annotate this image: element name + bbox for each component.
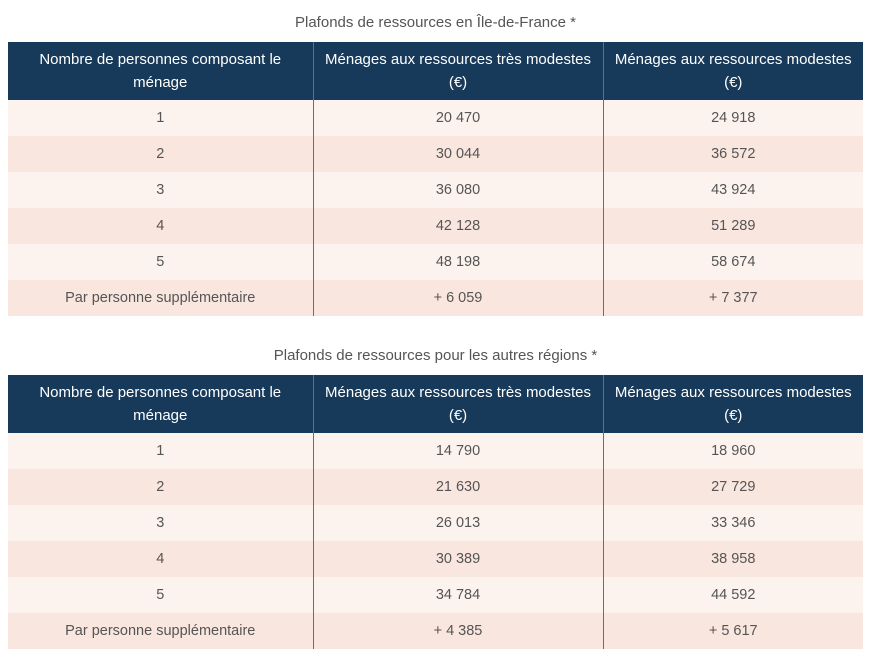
cell-household-size: 4	[8, 208, 313, 244]
cell-modest: 43 924	[602, 172, 863, 208]
cell-very-modest: 34 784	[312, 577, 603, 613]
cell-modest: 36 572	[602, 136, 863, 172]
table-row: 1 14 790 18 960	[8, 433, 863, 469]
table-body: 1 14 790 18 960 2 21 630 27 729 3 26 013…	[8, 433, 863, 649]
cell-very-modest: 26 013	[312, 505, 603, 541]
header-row: Nombre de personnes composant le ménage …	[8, 42, 863, 100]
table-body: 1 20 470 24 918 2 30 044 36 572 3 36 080…	[8, 100, 863, 316]
column-header-very-modest: Ménages aux ressources très modestes (€)	[312, 375, 603, 433]
income-ceiling-table-other-regions: Nombre de personnes composant le ménage …	[8, 375, 863, 649]
cell-very-modest: 48 198	[312, 244, 603, 280]
column-header-household-size: Nombre de personnes composant le ménage	[8, 42, 313, 100]
cell-modest: 44 592	[602, 577, 863, 613]
cell-modest: + 5 617	[602, 613, 863, 649]
table-section-ile-de-france: Plafonds de ressources en Île-de-France …	[8, 0, 863, 316]
table-row: 4 42 128 51 289	[8, 208, 863, 244]
table-row: 4 30 389 38 958	[8, 541, 863, 577]
cell-modest: 24 918	[602, 100, 863, 136]
cell-very-modest: 30 389	[312, 541, 603, 577]
cell-very-modest: 36 080	[312, 172, 603, 208]
cell-very-modest: 30 044	[312, 136, 603, 172]
cell-household-size: 2	[8, 469, 313, 505]
cell-very-modest: + 6 059	[312, 280, 603, 316]
column-header-very-modest: Ménages aux ressources très modestes (€)	[312, 42, 603, 100]
cell-very-modest: 14 790	[312, 433, 603, 469]
income-ceiling-table-ile-de-france: Nombre de personnes composant le ménage …	[8, 42, 863, 316]
table-row: 5 48 198 58 674	[8, 244, 863, 280]
cell-household-size: 5	[8, 577, 313, 613]
cell-very-modest: + 4 385	[312, 613, 603, 649]
cell-household-size: 1	[8, 100, 313, 136]
cell-household-size: 4	[8, 541, 313, 577]
table-caption: Plafonds de ressources pour les autres r…	[273, 347, 598, 364]
table-row: 3 36 080 43 924	[8, 172, 863, 208]
table-section-other-regions: Plafonds de ressources pour les autres r…	[8, 333, 863, 649]
cell-modest: + 7 377	[602, 280, 863, 316]
column-header-household-size: Nombre de personnes composant le ménage	[8, 375, 313, 433]
cell-household-size: 3	[8, 172, 313, 208]
table-row: 2 21 630 27 729	[8, 469, 863, 505]
cell-modest: 58 674	[602, 244, 863, 280]
table-row: 1 20 470 24 918	[8, 100, 863, 136]
cell-household-size: 2	[8, 136, 313, 172]
cell-very-modest: 42 128	[312, 208, 603, 244]
cell-modest: 27 729	[602, 469, 863, 505]
cell-modest: 38 958	[602, 541, 863, 577]
cell-household-size: 1	[8, 433, 313, 469]
table-row: 2 30 044 36 572	[8, 136, 863, 172]
cell-very-modest: 21 630	[312, 469, 603, 505]
column-header-modest: Ménages aux ressources modestes (€)	[602, 375, 863, 433]
table-row: Par personne supplémentaire + 4 385 + 5 …	[8, 613, 863, 649]
table-header: Nombre de personnes composant le ménage …	[8, 42, 863, 100]
table-caption: Plafonds de ressources en Île-de-France …	[295, 14, 576, 31]
header-row: Nombre de personnes composant le ménage …	[8, 375, 863, 433]
cell-modest: 33 346	[602, 505, 863, 541]
table-row: Par personne supplémentaire + 6 059 + 7 …	[8, 280, 863, 316]
cell-household-size: Par personne supplémentaire	[8, 613, 313, 649]
table-row: 5 34 784 44 592	[8, 577, 863, 613]
table-row: 3 26 013 33 346	[8, 505, 863, 541]
cell-household-size: Par personne supplémentaire	[8, 280, 313, 316]
column-header-modest: Ménages aux ressources modestes (€)	[602, 42, 863, 100]
cell-household-size: 5	[8, 244, 313, 280]
table-header: Nombre de personnes composant le ménage …	[8, 375, 863, 433]
cell-modest: 18 960	[602, 433, 863, 469]
cell-household-size: 3	[8, 505, 313, 541]
cell-modest: 51 289	[602, 208, 863, 244]
cell-very-modest: 20 470	[312, 100, 603, 136]
